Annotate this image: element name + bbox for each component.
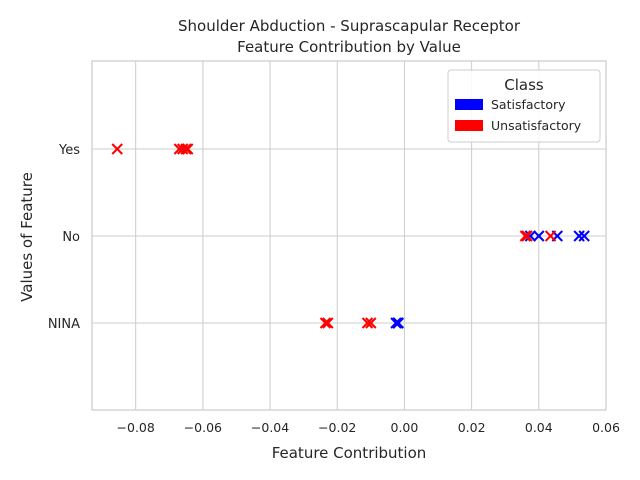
legend: Class Satisfactory Unsatisfactory [448, 70, 600, 142]
legend-swatch-unsatisfactory [455, 120, 483, 131]
legend-label-satisfactory: Satisfactory [491, 97, 566, 112]
y-axis-label: Values of Feature [18, 172, 36, 302]
x-tick-label: 0.02 [458, 420, 486, 435]
legend-swatch-satisfactory [455, 99, 483, 110]
legend-label-unsatisfactory: Unsatisfactory [491, 118, 582, 133]
x-tick-labels: −0.08 −0.06 −0.04 −0.02 0.00 0.02 0.04 0.06 [117, 420, 620, 435]
legend-title: Class [504, 76, 544, 94]
y-tick-label: No [62, 230, 80, 245]
x-tick-label: −0.08 [117, 420, 155, 435]
y-tick-labels: NINA No Yes [48, 143, 80, 332]
chart-title-line-2: Feature Contribution by Value [237, 38, 461, 56]
x-tick-label: 0.06 [592, 420, 620, 435]
x-tick-label: −0.04 [251, 420, 289, 435]
y-tick-label: NINA [48, 317, 80, 332]
x-tick-label: 0.00 [391, 420, 419, 435]
x-tick-label: 0.04 [525, 420, 553, 435]
chart-title-line-1: Shoulder Abduction - Suprascapular Recep… [178, 17, 521, 35]
y-tick-label: Yes [58, 143, 80, 158]
x-tick-label: −0.02 [318, 420, 356, 435]
x-axis-label: Feature Contribution [272, 444, 427, 462]
x-tick-label: −0.06 [184, 420, 222, 435]
